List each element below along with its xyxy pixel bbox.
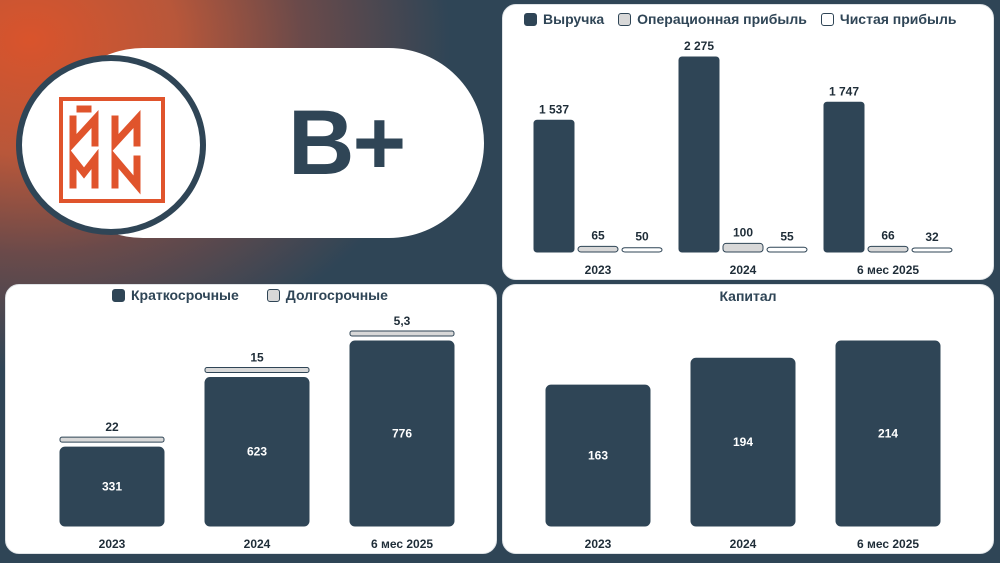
- bar-value-label: 32: [925, 230, 939, 244]
- bar-value-label: 331: [102, 480, 122, 494]
- x-tick-label: 2023: [99, 537, 126, 551]
- bar-value-label: 55: [780, 229, 794, 243]
- legend-label: Долгосрочные: [285, 287, 388, 303]
- bar: [867, 245, 909, 253]
- logo-circle: [16, 55, 206, 235]
- legend-item-short-term: Краткосрочные: [112, 287, 239, 303]
- bar-value-label: 623: [247, 445, 267, 459]
- logo-mark-icon: [69, 105, 141, 195]
- bar: [766, 246, 808, 253]
- credit-rating: B+: [288, 92, 406, 194]
- legend-swatch: [266, 288, 280, 302]
- bar: [59, 436, 165, 443]
- legend-swatch: [618, 12, 632, 26]
- bar: [59, 446, 165, 527]
- bar: [349, 340, 455, 527]
- bar: [204, 366, 310, 373]
- bar-value-label: 22: [105, 420, 119, 434]
- revenue-chart: 1 537 65 50 2023 2 275 100 55 2024 1 747 66 32 6 ме…: [533, 39, 953, 277]
- bar: [722, 242, 764, 253]
- bar: [678, 56, 720, 253]
- legend-label: Выручка: [543, 11, 605, 27]
- legend-swatch: [112, 288, 125, 302]
- x-tick-label: 2024: [244, 537, 271, 551]
- bar: [690, 357, 796, 527]
- liabilities-chart-legend: Краткосрочные Долгосрочные: [112, 287, 388, 303]
- bar-value-label: 1 537: [539, 102, 569, 116]
- bar-value-label: 2 275: [684, 39, 714, 53]
- equity-chart: 163 2023 194 2024 214 6 мес 2025: [545, 340, 941, 551]
- bar: [621, 247, 663, 253]
- bar: [533, 119, 575, 253]
- legend-swatch: [820, 12, 834, 26]
- x-tick-label: 2024: [730, 537, 757, 551]
- x-tick-label: 2024: [730, 263, 757, 277]
- bar: [545, 384, 651, 527]
- bar: [911, 247, 953, 253]
- bar: [823, 101, 865, 253]
- bar: [577, 245, 619, 253]
- x-tick-label: 6 мес 2025: [857, 263, 919, 277]
- legend-swatch: [524, 12, 537, 26]
- x-tick-label: 6 мес 2025: [371, 537, 433, 551]
- legend-item-operating-profit: Операционная прибыль: [618, 11, 807, 27]
- legend-item-net-profit: Чистая прибыль: [820, 11, 957, 27]
- equity-chart-title: Капитал: [719, 288, 777, 304]
- bar: [835, 340, 941, 527]
- legend-label: Операционная прибыль: [637, 11, 807, 27]
- bar-value-label: 776: [392, 427, 412, 441]
- x-tick-label: 6 мес 2025: [857, 537, 919, 551]
- bar-value-label: 163: [588, 449, 608, 463]
- x-tick-label: 2023: [585, 537, 612, 551]
- bar-value-label: 100: [733, 225, 753, 239]
- bar-value-label: 214: [878, 427, 898, 441]
- bar-value-label: 50: [635, 230, 649, 244]
- bar: [349, 330, 455, 337]
- legend-item-long-term: Долгосрочные: [266, 287, 388, 303]
- bar-value-label: 5,3: [394, 314, 411, 328]
- revenue-chart-panel: [502, 4, 994, 280]
- legend-item-revenue: Выручка: [524, 11, 604, 27]
- company-logo: [59, 97, 165, 203]
- revenue-chart-legend: Выручка Операционная прибыль Чистая приб…: [524, 11, 957, 27]
- x-tick-label: 2023: [585, 263, 612, 277]
- liabilities-chart: 331 22 2023 623 15 2024 776 5,3 6 мес 2025: [59, 314, 455, 551]
- bar-value-label: 66: [881, 228, 895, 242]
- legend-label: Краткосрочные: [131, 287, 239, 303]
- bar-value-label: 1 747: [829, 84, 859, 98]
- bar: [204, 376, 310, 527]
- bar-value-label: 194: [733, 435, 753, 449]
- bar-value-label: 65: [591, 228, 605, 242]
- legend-label: Чистая прибыль: [839, 11, 957, 27]
- bar-value-label: 15: [250, 350, 264, 364]
